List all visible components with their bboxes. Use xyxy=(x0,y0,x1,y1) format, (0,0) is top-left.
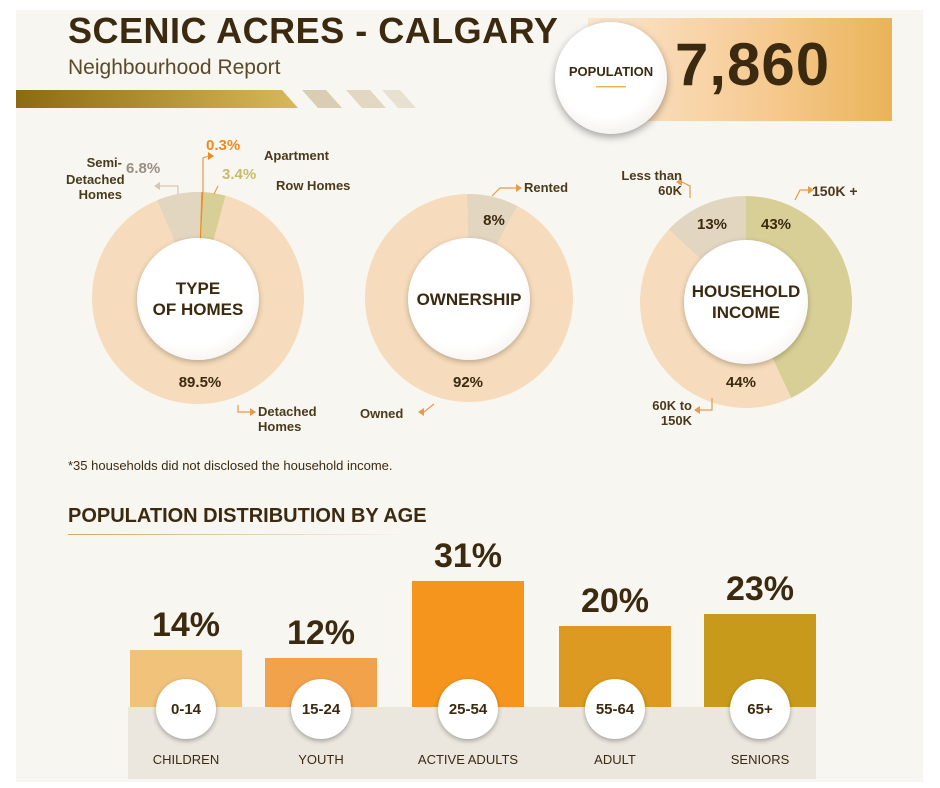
row-homes-label: Row Homes xyxy=(276,178,351,193)
150k-plus-label: 150K + xyxy=(812,183,858,199)
donut-slice-semi-detached-homes xyxy=(157,192,202,252)
type-of-homes-title-2: OF HOMES xyxy=(152,300,244,319)
population-badge xyxy=(555,22,667,134)
age-bar-value: 14% xyxy=(151,606,221,645)
semi-label-line-1: Semi- xyxy=(86,155,122,170)
ownership-center: OWNERSHIP xyxy=(408,238,530,360)
age-range-badge: 15-24 xyxy=(291,679,351,739)
age-range-badge: 55-64 xyxy=(585,679,645,739)
less-than-60k-pct: 13% xyxy=(696,216,728,233)
less-label-line-2: 60K xyxy=(658,183,682,198)
age-bar-value: 20% xyxy=(580,581,650,620)
age-bar-value: 23% xyxy=(725,569,795,608)
donut-type-of-homes xyxy=(91,192,305,404)
rented-pct: 8% xyxy=(483,212,505,229)
apartment-pct: 0.3% xyxy=(206,137,241,154)
age-range-badge: 25-54 xyxy=(438,679,498,739)
population-value: 7,860 xyxy=(675,31,831,98)
age-range-badge: 0-14 xyxy=(156,679,216,739)
age-bar-value: 12% xyxy=(286,614,356,653)
60k-150k-pct: 44% xyxy=(725,374,757,391)
donut-slice-owned xyxy=(365,194,574,402)
donut-slice-detached-homes xyxy=(91,195,305,404)
detached-label-line-2: Homes xyxy=(258,419,302,434)
age-group-name: SENIORS xyxy=(730,752,790,767)
leader-lines xyxy=(160,155,808,413)
semi-label-line-3: Homes xyxy=(78,187,122,202)
semi-label-line-2: Detached xyxy=(66,172,125,187)
age-range-badge: 65+ xyxy=(730,679,790,739)
income-title-2: INCOME xyxy=(712,303,780,322)
less-label-line-1: Less than xyxy=(621,168,682,183)
page-subtitle: Neighbourhood Report xyxy=(68,56,281,79)
mid-label-line-1: 60K to xyxy=(652,398,692,413)
type-of-homes-title-1: TYPE xyxy=(175,279,221,298)
row-homes-pct: 3.4% xyxy=(222,166,257,183)
apartment-label: Apartment xyxy=(264,148,330,163)
header-stripes xyxy=(16,90,416,108)
owned-label: Owned xyxy=(360,406,404,421)
age-group-name: YOUTH xyxy=(298,752,344,767)
population-divider xyxy=(596,86,626,88)
semi-detached-label: Semi- xyxy=(78,155,122,170)
page-title: SCENIC ACRES - CALGARY xyxy=(68,10,559,51)
ownership-title: OWNERSHIP xyxy=(416,289,522,309)
age-group-name: ACTIVE ADULTS xyxy=(417,752,519,767)
type-of-homes-center: TYPE OF HOMES xyxy=(137,238,259,360)
detached-label: Detached Homes xyxy=(258,404,317,434)
donut-slice-row-homes xyxy=(200,192,226,250)
150k-plus-pct: 43% xyxy=(760,216,792,233)
footnote: *35 households did not disclosed the hou… xyxy=(68,458,393,473)
owned-pct: 92% xyxy=(452,374,484,391)
population-label: POPULATION xyxy=(568,64,654,79)
semi-detached-pct: 6.8% xyxy=(126,160,161,177)
age-bar-value: 31% xyxy=(433,537,503,575)
income-title-1: HOUSEHOLD xyxy=(691,282,801,301)
mid-label-line-2: 150K xyxy=(660,413,692,428)
60k-150k-label: 60K to 150K xyxy=(620,398,692,428)
rented-label: Rented xyxy=(524,180,569,195)
semi-detached-label-2: Detached Homes xyxy=(66,172,125,202)
less-than-60k-label: Less than 60K xyxy=(610,168,682,198)
age-group-name: ADULT xyxy=(594,752,636,767)
donut-slice-apartment xyxy=(199,192,204,249)
detached-pct: 89.5% xyxy=(178,374,222,391)
age-chart-title: POPULATION DISTRIBUTION BY AGE xyxy=(68,505,427,527)
age-group-name: CHILDREN xyxy=(152,752,220,767)
donut-charts xyxy=(91,152,853,416)
detached-label-line-1: Detached xyxy=(258,404,317,419)
age-title-rule xyxy=(68,534,413,535)
income-center: HOUSEHOLD INCOME xyxy=(684,240,808,364)
